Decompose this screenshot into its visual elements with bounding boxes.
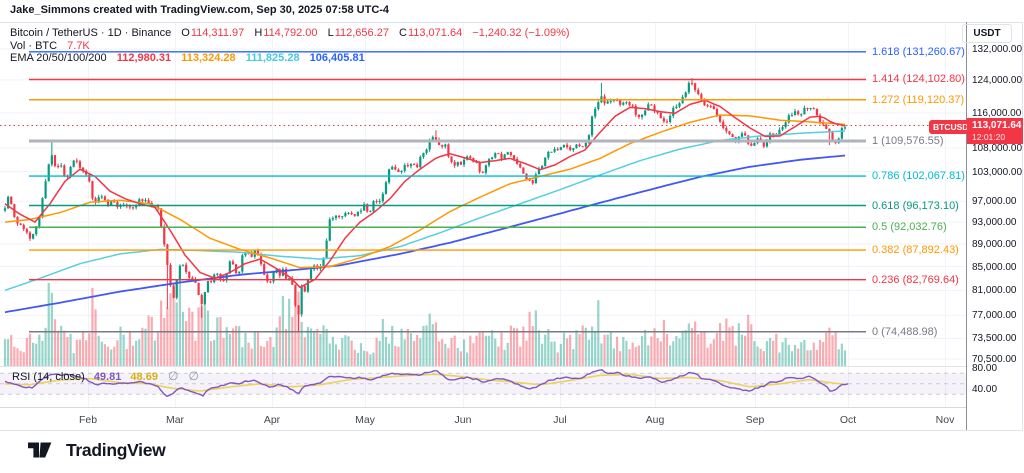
- symbol-price-chip: BTCUSDT: [929, 120, 978, 134]
- tradingview-logo-icon: [28, 442, 52, 458]
- fib-level-label: 0.5 (92,032.76): [872, 221, 947, 234]
- fib-level-label: 0 (74,488.98): [872, 325, 938, 338]
- rsi-empty-marker: ∅: [168, 369, 179, 383]
- fib-level-label: 0.382 (87,892.43): [872, 244, 959, 256]
- last-price-value: 113,071.64: [972, 120, 1022, 131]
- ema200-value: 106,405.81: [309, 52, 365, 64]
- rsi-legend-row: RSI (14, close) 49.81 48.69 ∅ ∅: [12, 369, 199, 383]
- fib-level-label: 0.786 (102,067.81): [872, 170, 965, 183]
- time-axis-label: Aug: [645, 414, 665, 426]
- attribution-text: Jake_Simmons created with TradingView.co…: [10, 4, 390, 16]
- rsi-ma-value: 48.69: [130, 371, 158, 383]
- ema100-value: 111,825.28: [245, 52, 300, 64]
- price-axis-label: 132,000.00: [972, 44, 1023, 55]
- rsi-axis-label: 40.00: [972, 384, 998, 395]
- price-axis-label: 93,000.00: [972, 217, 1017, 229]
- volume-value: 7.7K: [67, 40, 90, 52]
- time-axis-label: May: [355, 414, 375, 426]
- rsi-value: 49.81: [93, 371, 122, 383]
- volume-legend-row: Vol · BTC 7.7K: [10, 40, 90, 52]
- fib-level-label: 1 (109,576.55): [872, 135, 944, 148]
- ema50-value: 113,324.28: [181, 52, 236, 64]
- time-axis-label: Apr: [263, 414, 281, 426]
- currency-toggle[interactable]: USDT: [962, 24, 1012, 43]
- ema20-value: 112,980.31: [116, 52, 172, 64]
- price-axis-label: 124,000.00: [972, 74, 1023, 86]
- fib-level-label: 1.618 (131,260.67): [872, 45, 965, 58]
- volume-label: Vol · BTC: [10, 40, 58, 52]
- time-axis-label: Nov: [935, 414, 955, 426]
- ema-legend-row: EMA 20/50/100/200 112,980.31 113,324.28 …: [10, 52, 372, 64]
- fib-level-label: 1.272 (119,120.37): [872, 93, 965, 106]
- ohlc-low: L112,656.27: [327, 27, 389, 39]
- time-axis-label: Jun: [454, 414, 472, 426]
- time-axis-label: Jul: [553, 414, 567, 426]
- price-axis-label: 97,000.00: [972, 196, 1017, 208]
- price-axis-label: 108,000.00: [972, 143, 1023, 155]
- price-axis-label: 116,000.00: [972, 107, 1022, 119]
- price-axis-label: 103,000.00: [972, 166, 1023, 178]
- fib-level-label: 1.414 (124,102.80): [872, 73, 965, 86]
- last-price-tag: 113,071.64 12:01:20: [967, 118, 1023, 144]
- price-axis-label: 77,000.00: [972, 310, 1017, 322]
- ohlc-open: O114,311.97: [181, 27, 245, 39]
- rsi-axis-label: 80.00: [972, 363, 998, 374]
- fib-level-label: 0.236 (82,769.64): [872, 273, 959, 286]
- price-axis-label: 70,500.00: [972, 354, 1017, 365]
- fib-level-label: 0.618 (96,173.10): [872, 199, 959, 212]
- rsi-empty-marker: ∅: [188, 369, 199, 383]
- time-axis-label: Sep: [745, 414, 765, 426]
- tradingview-logo-text: TradingView: [66, 439, 166, 460]
- time-axis-label: Oct: [839, 414, 857, 426]
- symbol-legend-row: Bitcoin / TetherUS · 1D · Binance O114,3…: [10, 27, 570, 39]
- price-axis-label: 81,000.00: [972, 285, 1017, 297]
- rsi-label: RSI (14, close): [12, 371, 85, 383]
- bar-countdown: 12:01:20: [972, 132, 1006, 142]
- ohlc-close: C113,071.64: [399, 27, 463, 39]
- symbol-title: Bitcoin / TetherUS · 1D · Binance: [10, 27, 172, 39]
- time-axis-label: Feb: [78, 414, 98, 426]
- tradingview-logo[interactable]: TradingView: [28, 439, 166, 461]
- ema-label: EMA 20/50/100/200: [10, 52, 107, 64]
- ohlc-high: H114,792.00: [254, 27, 318, 39]
- price-axis-label: 85,000.00: [972, 261, 1017, 273]
- price-axis-label: 73,500.00: [972, 333, 1017, 345]
- change-value: −1,240.32 (−1.09%): [472, 27, 570, 39]
- time-axis-label: Mar: [165, 414, 185, 426]
- price-axis-label: 89,000.00: [972, 238, 1017, 250]
